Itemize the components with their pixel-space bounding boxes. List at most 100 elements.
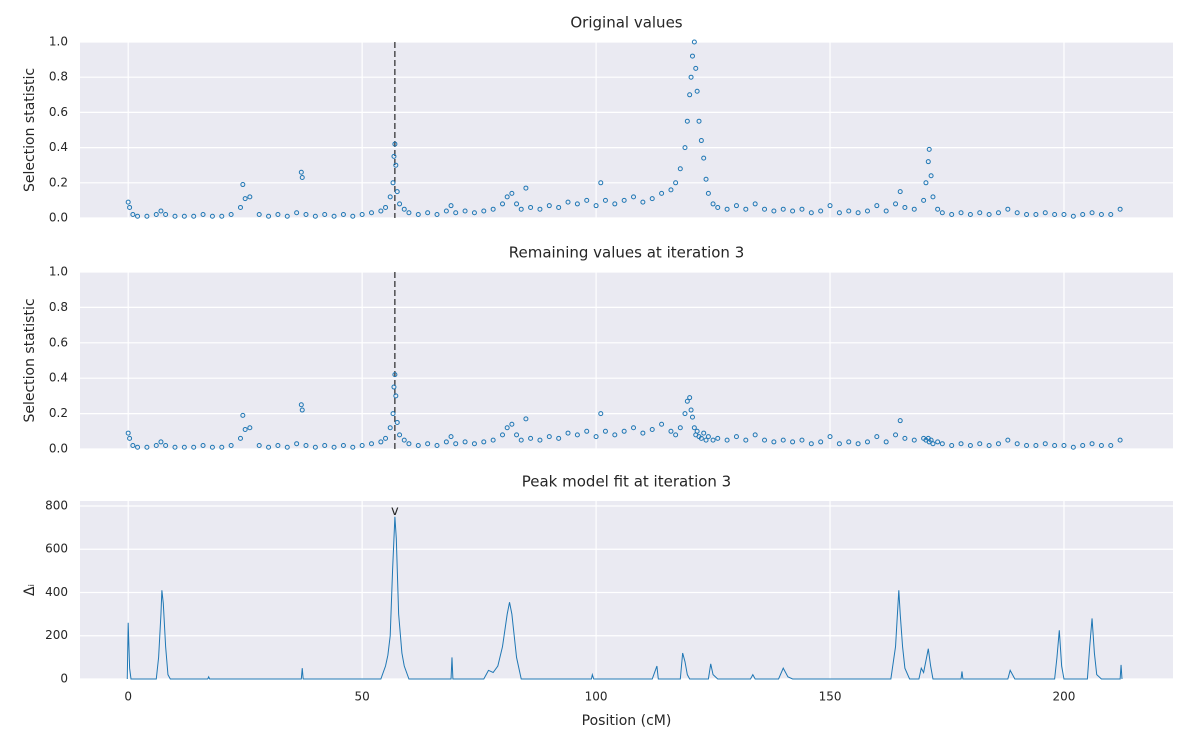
data-point (172, 213, 178, 219)
data-point (509, 190, 515, 196)
data-point (687, 395, 693, 401)
data-point (705, 434, 711, 440)
data-point (1117, 437, 1123, 443)
data-point (1005, 437, 1011, 443)
data-point (930, 441, 936, 447)
data-point (130, 442, 136, 448)
data-point (1061, 442, 1067, 448)
data-point (153, 442, 159, 448)
data-point (911, 437, 917, 443)
panel-title: Remaining values at iteration 3 (509, 244, 745, 262)
data-point (1014, 441, 1020, 447)
data-point (967, 211, 973, 217)
data-point (299, 175, 305, 181)
data-point (923, 180, 929, 186)
data-point (715, 435, 721, 441)
data-point (780, 437, 786, 443)
data-point (500, 201, 506, 207)
data-point (752, 201, 758, 207)
data-point (688, 74, 694, 80)
data-point (528, 435, 534, 441)
data-point (1033, 211, 1039, 217)
data-point (995, 441, 1001, 447)
data-point (668, 428, 674, 434)
data-point (434, 442, 440, 448)
data-point (593, 203, 599, 209)
data-point (705, 190, 711, 196)
data-point (514, 201, 520, 207)
y-axis-label: Δᵢ (22, 584, 38, 596)
data-point (827, 203, 833, 209)
data-point (256, 442, 262, 448)
data-point (762, 206, 768, 212)
data-point (275, 442, 281, 448)
data-point (556, 204, 562, 210)
data-point (191, 213, 197, 219)
data-point (977, 210, 983, 216)
data-point (500, 432, 506, 438)
data-point (462, 439, 468, 445)
data-point (299, 407, 305, 413)
data-point (228, 211, 234, 217)
data-point (556, 435, 562, 441)
data-point (303, 211, 309, 217)
data-point (504, 425, 510, 431)
data-point (331, 444, 337, 450)
x-axis-label: Position (cM) (582, 713, 672, 729)
data-point (698, 138, 704, 144)
data-point (565, 430, 571, 436)
data-point (677, 166, 683, 172)
data-point (425, 441, 431, 447)
data-point (621, 197, 627, 203)
y-tick-label: 0.0 (49, 442, 68, 456)
data-point (1042, 210, 1048, 216)
y-tick-label: 1.0 (49, 265, 68, 279)
data-point (256, 211, 262, 217)
data-point (640, 199, 646, 205)
data-point (393, 393, 399, 399)
data-point (1052, 211, 1058, 217)
data-point (1070, 213, 1076, 219)
data-point (434, 211, 440, 217)
data-point (1005, 206, 1011, 212)
data-point (514, 432, 520, 438)
data-point (790, 439, 796, 445)
data-point (462, 208, 468, 214)
data-point (1024, 442, 1030, 448)
data-point (401, 206, 407, 212)
data-point (191, 444, 197, 450)
data-point (836, 210, 842, 216)
data-point (415, 442, 421, 448)
data-point (1080, 211, 1086, 217)
data-point (790, 208, 796, 214)
data-point (1098, 211, 1104, 217)
data-point (266, 444, 272, 450)
data-point (659, 421, 665, 427)
data-point (240, 182, 246, 188)
data-point (827, 434, 833, 440)
data-point (392, 372, 398, 378)
data-point (698, 435, 704, 441)
data-point (518, 437, 524, 443)
y-tick-label: 400 (45, 585, 68, 599)
data-point (523, 185, 529, 191)
data-point (219, 444, 225, 450)
data-point (368, 441, 374, 447)
data-point (967, 442, 973, 448)
y-tick-label: 1.0 (49, 35, 68, 49)
data-point (710, 437, 716, 443)
plot-background (80, 42, 1173, 218)
data-point (612, 432, 618, 438)
x-tick-label: 200 (1053, 690, 1076, 704)
data-point (911, 206, 917, 212)
data-point (694, 88, 700, 94)
y-tick-label: 0.6 (49, 335, 68, 349)
data-point (689, 414, 695, 420)
data-point (836, 441, 842, 447)
data-point (209, 213, 215, 219)
data-point (383, 435, 389, 441)
data-point (921, 197, 927, 203)
data-point (1108, 211, 1114, 217)
data-point (240, 412, 246, 418)
panel-title: Original values (570, 14, 682, 32)
